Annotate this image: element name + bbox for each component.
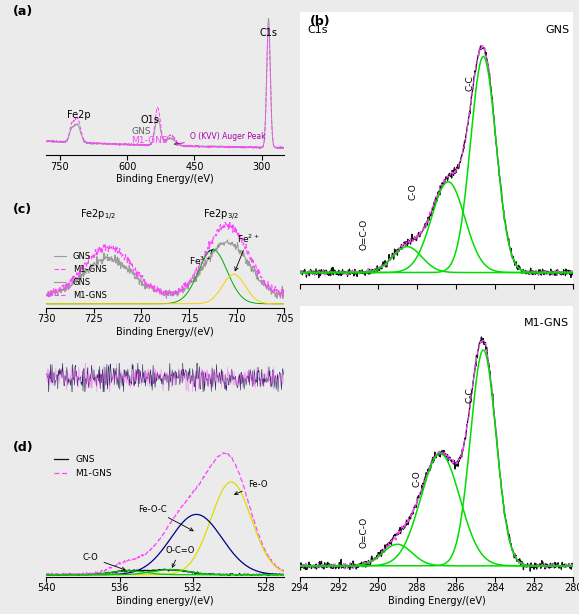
Text: Fe-O: Fe-O: [234, 480, 267, 495]
Text: M1-GNS: M1-GNS: [131, 136, 168, 146]
Text: C1s: C1s: [260, 28, 278, 38]
Text: Fe-O-C: Fe-O-C: [138, 505, 193, 530]
GNS: [226, 572, 233, 579]
GNS: [82, 571, 89, 578]
GNS: [179, 567, 186, 575]
Line: GNS: GNS: [46, 240, 284, 298]
Text: C-O: C-O: [408, 184, 417, 200]
Text: O-C=O: O-C=O: [165, 546, 195, 567]
X-axis label: Binding Energy/(eV): Binding Energy/(eV): [387, 596, 485, 606]
X-axis label: Binding Energy/(eV): Binding Energy/(eV): [116, 174, 214, 184]
M1-GNS: [82, 570, 89, 578]
M1-GNS: [6, 571, 13, 578]
Text: C-O: C-O: [83, 553, 125, 570]
M1-GNS: [202, 470, 209, 478]
M1-GNS: [43, 290, 50, 298]
GNS: [139, 567, 146, 575]
Text: C-C: C-C: [465, 76, 474, 91]
M1-GNS: [239, 236, 245, 244]
M1-GNS: [299, 570, 306, 578]
GNS: [171, 290, 178, 298]
Line: M1-GNS: M1-GNS: [46, 222, 284, 298]
M1-GNS: [14, 572, 21, 579]
Text: (c): (c): [13, 203, 32, 216]
Text: (a): (a): [13, 5, 33, 18]
Text: O1s: O1s: [141, 115, 159, 125]
Text: O=C-O: O=C-O: [360, 516, 369, 548]
GNS: [202, 570, 209, 578]
Text: M1-GNS: M1-GNS: [524, 318, 569, 328]
Legend: GNS, M1-GNS, GNS, M1-GNS: GNS, M1-GNS, GNS, M1-GNS: [50, 249, 110, 304]
GNS: [281, 290, 288, 298]
Text: C-C: C-C: [465, 387, 474, 403]
Text: Fe2p$_{3/2}$: Fe2p$_{3/2}$: [203, 208, 239, 223]
GNS: [157, 285, 164, 292]
M1-GNS: [276, 289, 283, 296]
Line: M1-GNS: M1-GNS: [10, 453, 303, 575]
M1-GNS: [157, 286, 164, 293]
Text: Fe$^{2+}$: Fe$^{2+}$: [235, 233, 259, 271]
GNS: [43, 292, 50, 300]
Text: Fe2p: Fe2p: [67, 110, 90, 120]
M1-GNS: [228, 454, 234, 462]
GNS: [6, 571, 13, 578]
Text: O (KVV) Auger Peak: O (KVV) Auger Peak: [174, 132, 266, 146]
Line: GNS: GNS: [10, 569, 303, 575]
GNS: [185, 286, 192, 293]
M1-GNS: [226, 219, 233, 226]
Text: GNS: GNS: [131, 127, 151, 136]
GNS: [228, 571, 234, 578]
GNS: [224, 236, 231, 244]
Text: Fe2p$_{1/2}$: Fe2p$_{1/2}$: [80, 208, 116, 223]
GNS: [156, 286, 163, 293]
GNS: [276, 290, 283, 298]
Legend: GNS, M1-GNS: GNS, M1-GNS: [51, 452, 115, 481]
GNS: [58, 570, 65, 578]
M1-GNS: [172, 287, 179, 294]
Text: C1s: C1s: [307, 25, 328, 34]
X-axis label: Binding Energy/(eV): Binding Energy/(eV): [116, 327, 214, 337]
X-axis label: Binding energy/(eV): Binding energy/(eV): [116, 596, 214, 606]
Text: O=C-O: O=C-O: [360, 219, 369, 250]
Text: C-O: C-O: [412, 470, 422, 487]
M1-GNS: [220, 449, 227, 456]
M1-GNS: [156, 289, 163, 297]
M1-GNS: [179, 502, 186, 510]
GNS: [239, 250, 245, 257]
M1-GNS: [139, 553, 146, 560]
GNS: [161, 565, 168, 573]
GNS: [299, 571, 306, 578]
Text: (d): (d): [13, 441, 34, 454]
Text: GNS: GNS: [545, 25, 569, 34]
GNS: [279, 295, 286, 302]
M1-GNS: [185, 280, 192, 287]
M1-GNS: [281, 291, 288, 298]
Text: Fe$^{3+}$: Fe$^{3+}$: [189, 250, 212, 267]
Text: (b): (b): [310, 15, 331, 28]
M1-GNS: [163, 295, 170, 302]
M1-GNS: [58, 570, 65, 578]
